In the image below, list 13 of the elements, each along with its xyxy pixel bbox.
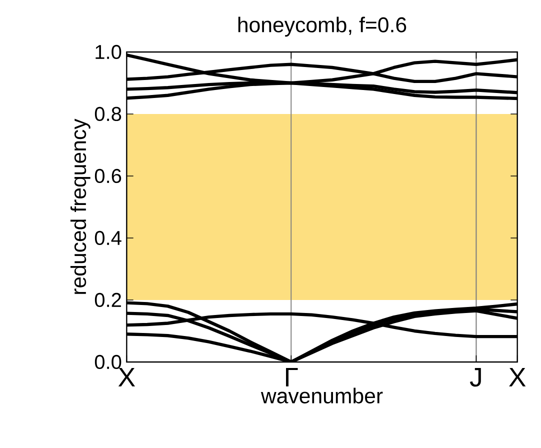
y-tick-label: 0.6 — [94, 168, 122, 184]
chart-title: honeycomb, f=0.6 — [238, 16, 406, 37]
x-tick-label: J — [470, 368, 481, 387]
x-tick-label: X — [118, 368, 136, 386]
y-axis-title: reduced frequency — [70, 118, 90, 294]
x-tick-label: Γ — [286, 368, 298, 386]
x-axis-title: wavenumber — [260, 388, 383, 404]
y-tick-label: 0.8 — [94, 106, 122, 122]
y-tick-label: 1.0 — [96, 44, 122, 60]
x-tick-label: X — [509, 368, 526, 386]
y-tick-label: 0.4 — [94, 230, 122, 246]
y-tick-label: 0.0 — [94, 354, 122, 370]
y-tick-label: 0.2 — [94, 292, 121, 308]
